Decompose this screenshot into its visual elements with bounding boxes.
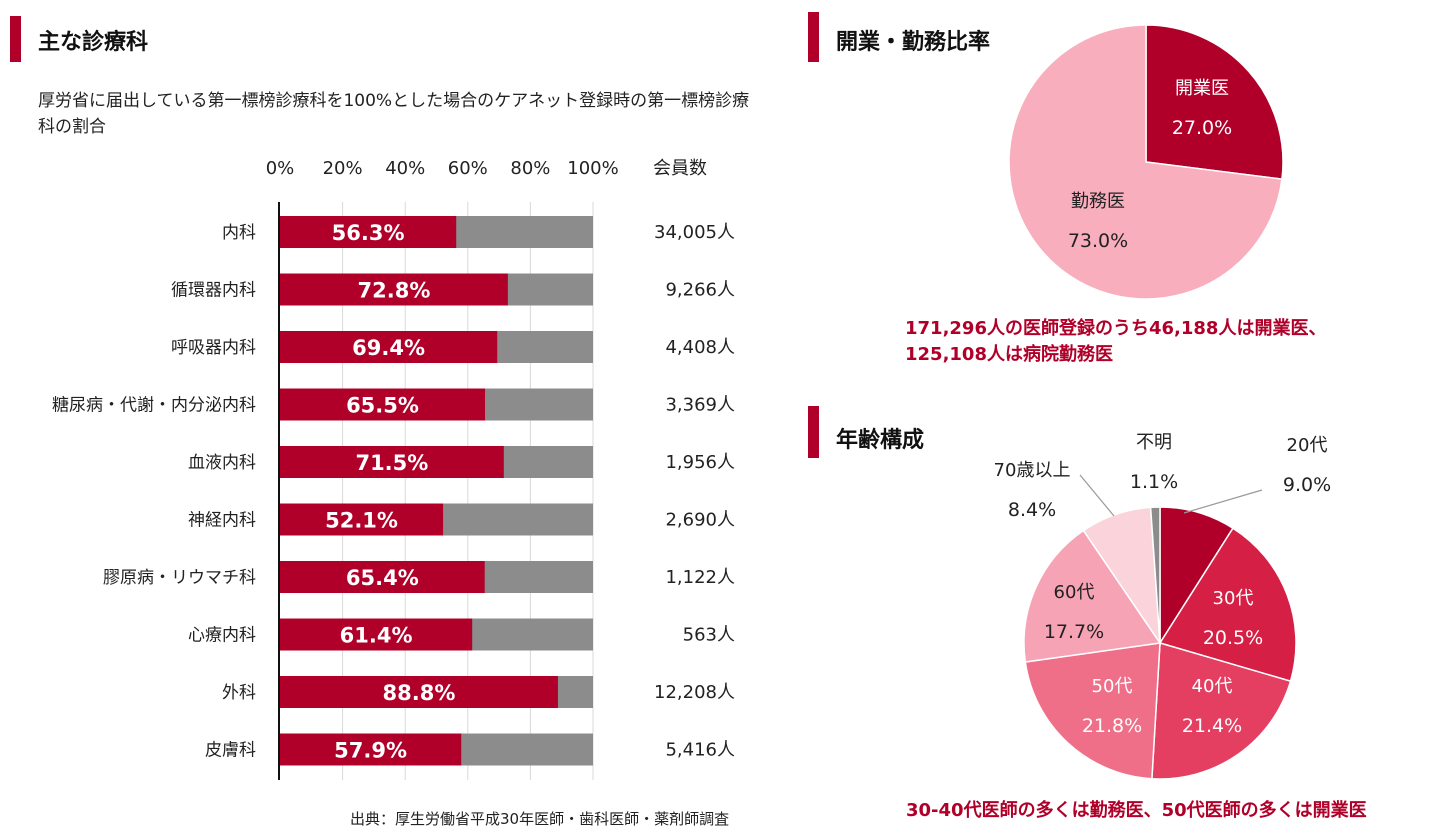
category-label: 外科: [222, 683, 256, 703]
members-count: 2,690人: [665, 510, 735, 531]
slice-value-label: 17.7%: [1044, 621, 1104, 643]
age-pie-chart: 20代 9.0% 30代 20.5% 40代 21.4% 50代 21.8% 60代 17.7% 7…: [994, 432, 1331, 780]
members-count: 34,005人: [654, 222, 735, 243]
bar-value-label: 57.9%: [334, 739, 407, 763]
pie-slice: [1149, 506, 1161, 644]
bar-value-label: 69.4%: [352, 336, 425, 360]
slice-value-label: 21.8%: [1082, 715, 1142, 737]
category-label: 呼吸器内科: [171, 338, 256, 358]
section-marker-ratio: [808, 12, 819, 62]
members-count: 1,122人: [665, 567, 735, 588]
ratio-summary: 171,296人の医師登録のうち46,188人は開業医、 125,108人は病院…: [905, 316, 1326, 368]
members-count: 9,266人: [665, 280, 735, 301]
slice-value-label: 27.0%: [1172, 117, 1232, 139]
slice-name-label: 30代: [1213, 588, 1254, 609]
ratio-summary-line-1: 171,296人の医師登録のうち46,188人は開業医、: [905, 318, 1327, 339]
x-tick-label: 0%: [266, 158, 295, 179]
slice-value-label: 9.0%: [1283, 474, 1331, 496]
members-count: 5,416人: [665, 740, 735, 761]
category-label: 内科: [222, 223, 256, 243]
slice-value-label: 21.4%: [1182, 715, 1242, 737]
pie-slice: [1151, 642, 1292, 780]
x-tick-label: 20%: [323, 158, 363, 179]
bar-value-label: 65.5%: [346, 394, 419, 418]
age-summary: 30-40代医師の多くは勤務医、50代医師の多くは開業医: [906, 800, 1367, 821]
slice-name-label: 不明: [1136, 432, 1172, 453]
slice-value-label: 8.4%: [1008, 499, 1056, 521]
category-label: 神経内科: [188, 511, 256, 531]
category-label: 心療内科: [188, 626, 256, 646]
members-count: 3,369人: [665, 395, 735, 416]
ratio-title: 開業・勤務比率: [836, 30, 991, 55]
bar-value-label: 61.4%: [340, 624, 413, 648]
leader-line: [1183, 489, 1263, 514]
pie-slice: [1145, 24, 1284, 181]
departments-title: 主な診療科: [38, 30, 149, 55]
category-label: 膠原病・リウマチ科: [103, 568, 256, 588]
source-note: 出典：厚生労働省平成30年医師・歯科医師・薬剤師調査: [350, 810, 730, 828]
bar-value-label: 71.5%: [355, 451, 428, 475]
slice-name-label: 70歳以上: [994, 460, 1071, 481]
members-count: 4,408人: [665, 337, 735, 358]
slice-name-label: 20代: [1287, 435, 1328, 456]
bar-value: [280, 618, 473, 651]
slice-name-label: 開業医: [1175, 78, 1229, 99]
bar-value: [280, 676, 558, 708]
bar-value-label: 88.8%: [383, 681, 456, 705]
age-title: 年齢構成: [836, 428, 925, 453]
slice-name-label: 50代: [1092, 676, 1133, 697]
slice-name-label: 60代: [1054, 582, 1095, 603]
category-label: 糖尿病・代謝・内分泌内科: [52, 396, 256, 416]
bar-value: [280, 331, 498, 363]
members-count: 12,208人: [654, 682, 735, 703]
section-marker-departments: [10, 16, 21, 62]
bar-value: [280, 503, 444, 536]
bar-value-label: 65.4%: [346, 566, 419, 590]
slice-value-label: 20.5%: [1203, 627, 1263, 649]
bar-value: [280, 273, 508, 306]
members-count: 1,956人: [665, 452, 735, 473]
bar-chart-description: 厚労省に届出している第一標榜診療科を100%とした場合のケアネット登録時の第一標…: [38, 91, 750, 137]
bar-value: [280, 216, 457, 248]
slice-value-label: 73.0%: [1068, 230, 1128, 252]
x-tick-label: 100%: [567, 158, 618, 179]
bar-value: [280, 561, 485, 593]
bar-value: [280, 388, 486, 421]
x-tick-label: 60%: [448, 158, 488, 179]
ratio-pie-chart: 開業医 27.0% 勤務医 73.0%: [1008, 24, 1284, 300]
bar-value-label: 56.3%: [332, 221, 405, 245]
x-tick-label: 40%: [385, 158, 425, 179]
bar-value-label: 72.8%: [358, 279, 431, 303]
bar-value: [280, 733, 462, 766]
slice-name-label: 勤務医: [1071, 191, 1125, 212]
ratio-summary-line-2: 125,108人は病院勤務医: [905, 344, 1113, 365]
pie-slice: [1158, 527, 1297, 683]
pie-slice: [1024, 642, 1161, 780]
members-header: 会員数: [653, 158, 707, 179]
slice-name-label: 40代: [1192, 676, 1233, 697]
slice-value-label: 1.1%: [1130, 471, 1178, 493]
x-tick-label: 80%: [510, 158, 550, 179]
pie-slice: [1008, 24, 1283, 300]
category-label: 循環器内科: [171, 281, 256, 301]
category-label: 皮膚科: [205, 741, 256, 761]
bar-value-label: 52.1%: [325, 509, 398, 533]
leader-line: [1079, 474, 1115, 517]
category-label: 血液内科: [188, 453, 256, 473]
members-count: 563人: [683, 625, 735, 646]
section-marker-age: [808, 406, 819, 458]
bar-value: [280, 446, 504, 478]
pie-slice: [1023, 529, 1162, 663]
